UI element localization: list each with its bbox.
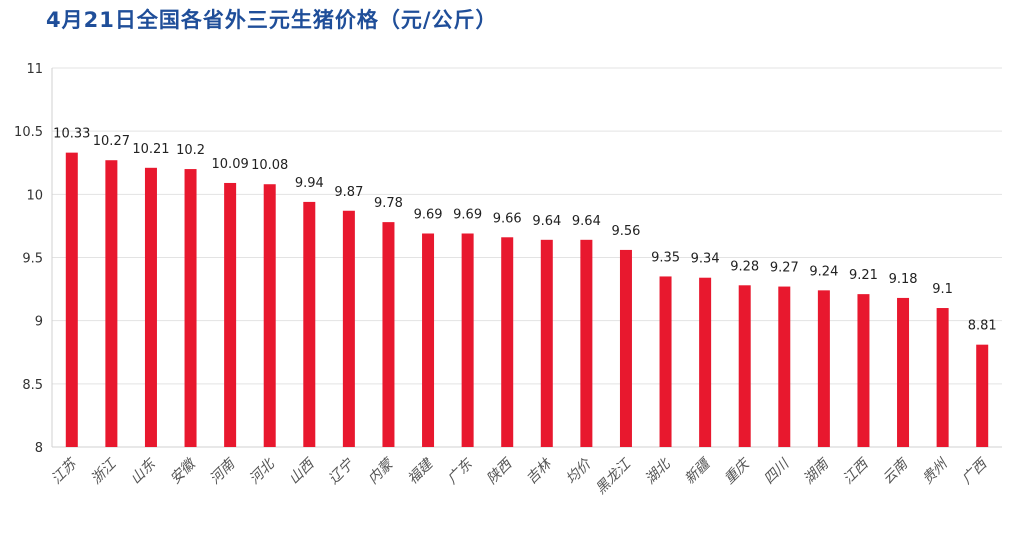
chart-title: 4月21日全国各省外三元生猪价格（元/公斤） bbox=[46, 8, 498, 32]
data-label: 9.94 bbox=[295, 176, 324, 191]
data-label: 9.78 bbox=[374, 196, 403, 211]
bar bbox=[817, 290, 830, 447]
x-tick-label: 山东 bbox=[128, 455, 161, 488]
data-label: 10.33 bbox=[53, 127, 90, 142]
y-tick-label: 9 bbox=[35, 315, 43, 330]
x-tick-label: 内蒙 bbox=[365, 455, 398, 488]
x-tick-label: 广东 bbox=[444, 455, 477, 488]
data-label: 9.87 bbox=[334, 185, 363, 200]
data-label: 10.08 bbox=[251, 158, 288, 173]
x-tick-label: 辽宁 bbox=[326, 455, 359, 488]
bar bbox=[184, 169, 197, 448]
x-tick-label: 贵州 bbox=[919, 455, 952, 488]
data-label: 9.18 bbox=[889, 272, 918, 287]
data-label: 10.09 bbox=[212, 157, 249, 172]
data-label: 9.69 bbox=[453, 207, 482, 222]
x-tick-label: 四川 bbox=[761, 455, 794, 488]
x-tick-label: 湖南 bbox=[801, 455, 834, 488]
data-label: 9.64 bbox=[572, 214, 601, 229]
bar bbox=[540, 239, 553, 447]
bar bbox=[501, 237, 514, 447]
x-tick-label: 江苏 bbox=[49, 455, 82, 488]
x-tick-label: 福建 bbox=[405, 455, 438, 488]
bar bbox=[857, 294, 870, 447]
bar bbox=[778, 286, 791, 447]
x-tick-label: 江西 bbox=[840, 455, 873, 488]
data-label: 10.21 bbox=[132, 142, 169, 157]
x-tick-label: 河南 bbox=[207, 455, 240, 488]
bar bbox=[144, 167, 157, 447]
x-tick-label: 吉林 bbox=[524, 455, 557, 488]
bar bbox=[224, 182, 237, 448]
data-label: 9.66 bbox=[493, 211, 522, 226]
data-label: 9.1 bbox=[932, 282, 953, 297]
bar bbox=[659, 276, 672, 447]
bar bbox=[65, 152, 78, 448]
data-label: 9.28 bbox=[730, 259, 759, 274]
x-tick-label: 湖北 bbox=[642, 455, 675, 488]
y-tick-label: 9.5 bbox=[22, 252, 43, 267]
data-label: 9.69 bbox=[414, 207, 443, 222]
x-tick-label: 河北 bbox=[246, 455, 279, 488]
data-label: 10.2 bbox=[176, 143, 205, 158]
x-tick-label: 陕西 bbox=[484, 455, 517, 488]
bar bbox=[738, 285, 751, 447]
data-label: 9.34 bbox=[691, 252, 720, 267]
bar bbox=[580, 239, 593, 447]
bar bbox=[422, 233, 435, 447]
x-tick-label: 安徽 bbox=[167, 455, 200, 488]
data-label: 9.35 bbox=[651, 250, 680, 265]
bar bbox=[936, 308, 949, 447]
data-label: 9.64 bbox=[532, 214, 561, 229]
bar bbox=[105, 160, 118, 447]
data-label: 8.81 bbox=[968, 319, 997, 334]
x-tick-label: 云南 bbox=[880, 455, 913, 488]
bar bbox=[619, 249, 632, 447]
y-tick-label: 8.5 bbox=[22, 378, 43, 393]
data-label: 9.27 bbox=[770, 261, 799, 276]
x-tick-label: 山西 bbox=[286, 455, 319, 488]
x-tick-label: 浙江 bbox=[88, 455, 121, 488]
y-tick-label: 8 bbox=[35, 441, 43, 456]
data-label: 9.56 bbox=[611, 224, 640, 239]
bar bbox=[303, 201, 316, 447]
bar bbox=[976, 344, 989, 447]
bar bbox=[897, 297, 910, 447]
data-label: 9.24 bbox=[809, 264, 838, 279]
data-label: 9.21 bbox=[849, 268, 878, 283]
x-tick-label: 均价 bbox=[563, 455, 596, 488]
bar bbox=[382, 222, 395, 447]
data-label: 10.27 bbox=[93, 134, 130, 149]
x-tick-label: 新疆 bbox=[682, 455, 715, 488]
bar bbox=[699, 277, 712, 447]
bar bbox=[342, 210, 355, 447]
bar bbox=[461, 233, 474, 447]
y-tick-label: 10 bbox=[26, 188, 43, 203]
y-tick-label: 11 bbox=[26, 62, 43, 77]
y-tick-label: 10.5 bbox=[14, 125, 43, 140]
x-tick-label: 重庆 bbox=[721, 455, 754, 488]
bar bbox=[263, 184, 276, 447]
x-tick-label: 广西 bbox=[959, 455, 992, 488]
x-tick-label: 黑龙江 bbox=[593, 455, 635, 497]
